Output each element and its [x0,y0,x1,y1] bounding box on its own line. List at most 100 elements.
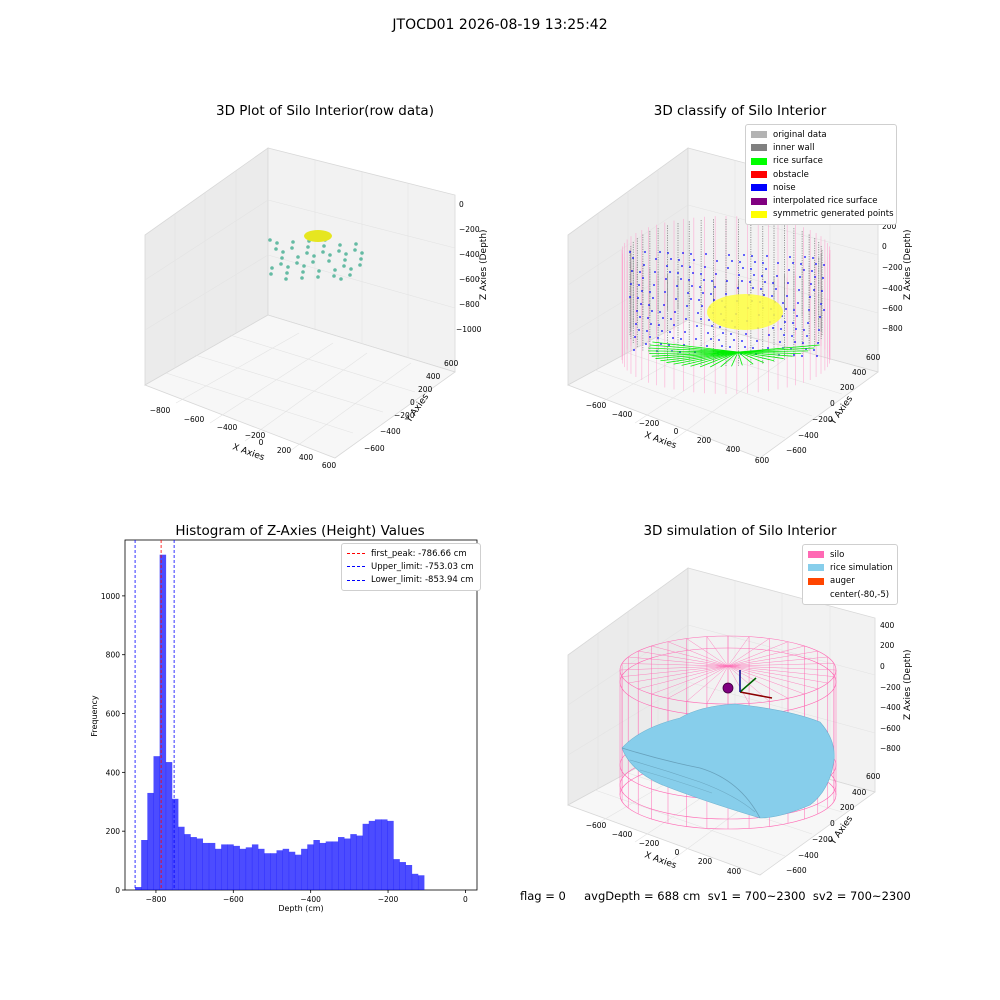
interior-point [344,252,348,256]
histogram-bar [294,854,302,890]
symmetric-points [707,294,783,330]
plot2-x-tick: 0 [674,427,679,436]
plot1-y-tick: 600 [444,359,459,368]
interior-point [290,246,294,250]
histogram-bar [202,842,210,890]
noise-point [733,339,735,341]
histogram-bar [221,844,228,890]
rice-surface-points [699,351,739,368]
noise-point [642,277,644,279]
plot2-y-tick: 600 [866,353,881,362]
interior-point [300,276,304,280]
noise-point [793,354,795,356]
silo-roof-wire [686,665,729,702]
plot1-z-tick: 0 [459,200,464,209]
legend-swatch [751,131,767,139]
plot2-title: 3D classify of Silo Interior [653,103,827,119]
noise-point [687,292,689,294]
plot4-x-tick: 200 [698,857,713,866]
interior-point [269,272,273,276]
plot4-x-tick: −400 [612,830,633,839]
plot2-z-tick: −400 [882,284,903,293]
noise-point [799,276,801,278]
legend-swatch [751,210,767,218]
plot2-classified-points [621,216,831,394]
noise-point [771,295,773,297]
interior-point [302,264,306,268]
noise-point [668,344,670,346]
histogram-bar [399,862,406,890]
noise-point [722,332,724,334]
interior-point [316,275,320,279]
noise-point [818,329,820,331]
noise-point [634,336,636,338]
plot4-auger [722,670,773,699]
silo-roof-wire [727,638,770,667]
interior-point [353,248,357,252]
x-tick-label: 0 [463,895,468,904]
legend-line [347,553,365,555]
legend-swatch [751,157,767,165]
y-tick-label: 800 [106,651,121,660]
interior-point [270,266,274,270]
noise-point [659,311,661,313]
interior-point [286,265,290,269]
noise-point [801,355,803,357]
noise-point [795,328,797,330]
plot4-y-tick: 0 [830,819,835,828]
rice-surface-points [737,351,784,359]
plot4-z-tick: 0 [880,662,885,671]
plot1-y-tick: 400 [426,372,441,381]
noise-point [692,272,694,274]
noise-point [750,268,752,270]
plot4-x-tick: 0 [675,848,680,857]
noise-point [690,298,692,300]
x-tick-label: −600 [223,895,244,904]
noise-point [796,315,798,317]
noise-point [814,276,816,278]
plot1-x-tick: 0 [259,438,264,447]
legend-item-symmetric: symmetric generated points [751,208,894,221]
noise-point [689,266,691,268]
plot1-z-tick: −800 [459,300,480,309]
histogram-bar [313,840,320,890]
plot4-y-tick: −200 [812,835,833,844]
noise-point [767,347,769,349]
interior-point [268,238,272,242]
histogram-bar [307,844,314,890]
legend-swatch [751,171,767,179]
noise-point [693,259,695,261]
noise-point [761,275,763,277]
histogram-y-label: Frequency [90,695,99,737]
plot4-y-tick: 600 [866,772,881,781]
noise-point [731,260,733,262]
plot1-y-tick: −600 [364,444,385,453]
silo-roof-wire [667,641,729,667]
noise-point [696,325,698,327]
histogram-x-label: Depth (cm) [278,904,323,913]
noise-point [806,335,808,337]
noise-point [742,267,744,269]
legend-label: silo [830,549,845,560]
silo-roof-wire [622,665,729,677]
legend-label: interpolated rice surface [773,196,878,207]
rice-surface-points [690,351,739,367]
noise-point [650,323,652,325]
interior-point [306,245,310,249]
noise-point [813,289,815,291]
silo-roof-wire [706,636,729,667]
noise-point [743,254,745,256]
noise-point [782,302,784,304]
legend-label: auger [830,576,855,587]
interior-point [338,243,342,247]
interior-point [342,264,346,268]
noise-point [695,338,697,340]
plot1-x-tick: 200 [277,446,292,455]
noise-point [802,342,804,344]
noise-point [718,339,720,341]
noise-point [807,322,809,324]
noise-point [785,308,787,310]
noise-point [725,293,727,295]
plot1-y-tick: −400 [380,427,401,436]
